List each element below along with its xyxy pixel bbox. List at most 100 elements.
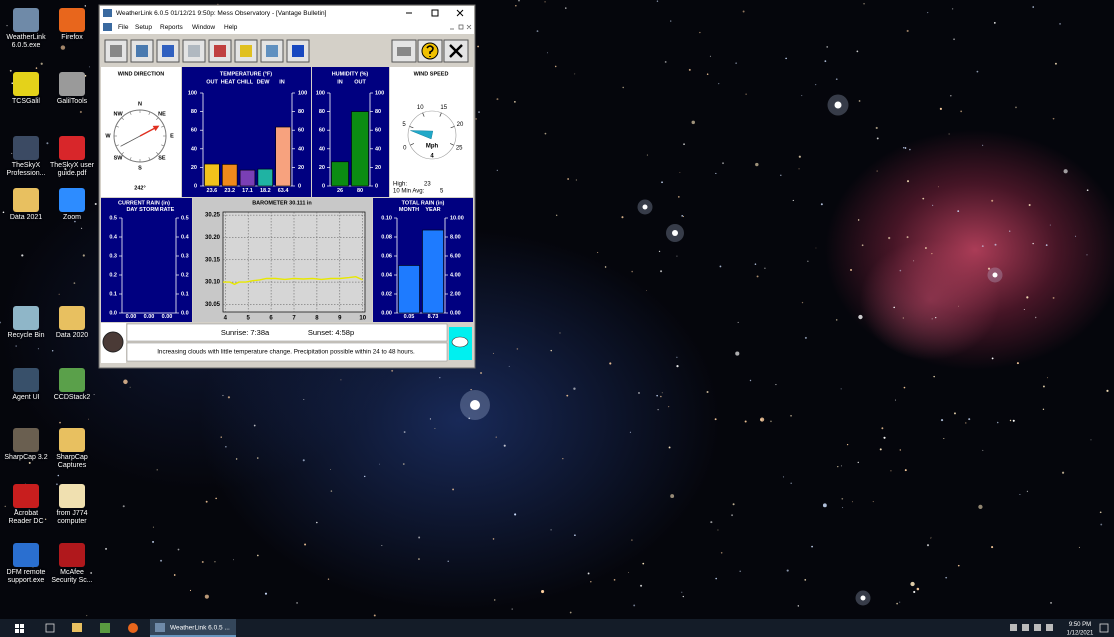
menu-item[interactable]: Window	[192, 24, 215, 31]
menu-item[interactable]: Reports	[160, 24, 184, 31]
icon-image	[13, 8, 39, 32]
menu-bar	[100, 20, 474, 34]
desktop-icon[interactable]: WeatherLink 6.0.5.exe	[3, 8, 49, 50]
desktop-icon[interactable]: SharpCap 3.2	[3, 428, 49, 462]
star	[895, 399, 897, 401]
tray-icon[interactable]	[1046, 624, 1053, 631]
dial-label: 0	[403, 145, 407, 151]
start-button[interactable]	[15, 624, 24, 633]
desktop-icon[interactable]: Data 2021	[3, 188, 49, 222]
star	[330, 469, 331, 471]
tick-label: 80	[298, 109, 304, 115]
star	[264, 592, 268, 595]
close-button[interactable]	[456, 9, 464, 17]
tick-label: 2.00	[450, 291, 461, 297]
humidity-panel	[312, 67, 389, 197]
bar	[398, 265, 420, 314]
category-label: DEW	[257, 79, 271, 85]
star	[770, 420, 772, 423]
icon-label: Agent UI	[12, 394, 40, 401]
panel-title: WIND SPEED	[414, 71, 449, 77]
desktop-icon[interactable]: CCDStack2	[49, 368, 95, 402]
desktop-icon[interactable]: DFM remote support.exe	[3, 543, 49, 585]
desktop-icon[interactable]: Firefox	[49, 8, 95, 42]
star	[496, 169, 499, 172]
desktop-icon[interactable]: Zoom	[49, 188, 95, 222]
star	[906, 180, 910, 183]
maximize-button[interactable]	[431, 9, 439, 17]
star	[976, 70, 979, 73]
print-glyph	[397, 47, 411, 56]
star	[876, 137, 879, 140]
desktop-icon[interactable]: GalilTools	[49, 72, 95, 106]
tick-label: 60	[375, 128, 381, 134]
taskbar-app-label[interactable]: WeatherLink 6.0.5 ...	[170, 625, 230, 632]
star	[622, 86, 624, 89]
help-mark	[426, 45, 434, 57]
task-view[interactable]	[45, 623, 55, 633]
star	[790, 482, 792, 485]
star	[496, 98, 499, 101]
desktop-icon[interactable]: from J774 computer	[49, 484, 95, 526]
star	[84, 5, 87, 7]
explorer-icon[interactable]	[72, 623, 82, 632]
compass-tick	[156, 152, 159, 155]
desktop-icon[interactable]: Recycle Bin	[3, 306, 49, 340]
desktop-icon[interactable]: TCSGalil	[3, 72, 49, 106]
desktop-icon[interactable]: Acrobat Reader DC	[3, 484, 49, 526]
dial-label: 20	[457, 122, 464, 128]
toolbar-glyph	[136, 45, 148, 57]
desktop-icon[interactable]: Agent UI	[3, 368, 49, 402]
tray-icon[interactable]	[1034, 624, 1041, 631]
desktop-icon[interactable]: SharpCap Captures	[49, 428, 95, 470]
star	[676, 255, 678, 257]
tick-label: 0.5	[109, 215, 117, 221]
star	[536, 30, 539, 33]
desktop-icon[interactable]: Data 2020	[49, 306, 95, 340]
star	[429, 418, 431, 420]
star	[815, 247, 817, 249]
icon-image	[13, 484, 39, 508]
icon-label: TheSkyX Profession...	[6, 162, 46, 177]
category-label: DAY	[126, 207, 137, 213]
menu-item[interactable]: File	[118, 24, 129, 31]
clock-time[interactable]: 9:50 PM	[1069, 622, 1091, 628]
clock-date[interactable]: 1/12/2021	[1067, 631, 1094, 637]
app-pin[interactable]	[100, 623, 110, 633]
taskbar-app-button[interactable]	[150, 619, 236, 637]
value-label: 26	[337, 188, 343, 194]
star	[664, 61, 667, 63]
star	[981, 245, 984, 248]
star	[1075, 235, 1077, 237]
star	[590, 581, 592, 583]
compass-label: NW	[113, 112, 123, 118]
value-label: 0.00	[162, 314, 173, 320]
menu-item[interactable]: Help	[224, 24, 238, 31]
tick-label: 0.4	[109, 234, 118, 240]
star	[927, 12, 929, 14]
menu-item[interactable]: Setup	[135, 24, 152, 31]
notification-button[interactable]	[1099, 623, 1109, 633]
tray-icon[interactable]	[1010, 624, 1017, 631]
dial-tick	[439, 112, 442, 117]
star	[516, 348, 519, 350]
dial-tick	[422, 112, 425, 117]
firefox-pin[interactable]	[128, 623, 138, 633]
icon-label: Firefox	[61, 34, 83, 41]
star	[824, 60, 827, 63]
panel-title: WIND DIRECTION	[118, 71, 164, 77]
cloud	[451, 336, 469, 348]
compass-tick	[161, 144, 165, 147]
desktop-icon[interactable]: McAfee Security Sc...	[49, 543, 95, 585]
star	[4, 505, 6, 508]
star	[732, 503, 735, 506]
forecast-text: Increasing clouds with little temperatur…	[157, 349, 415, 356]
star	[670, 494, 675, 499]
tick-label: 20	[191, 165, 197, 171]
desktop-icon[interactable]: TheSkyX Profession...	[3, 136, 49, 178]
desktop-icon[interactable]: TheSkyX user guide.pdf	[49, 136, 95, 178]
star	[1015, 106, 1017, 109]
tray-icon[interactable]	[1022, 624, 1029, 631]
avg-value: 5	[440, 189, 444, 195]
star	[1052, 117, 1055, 120]
